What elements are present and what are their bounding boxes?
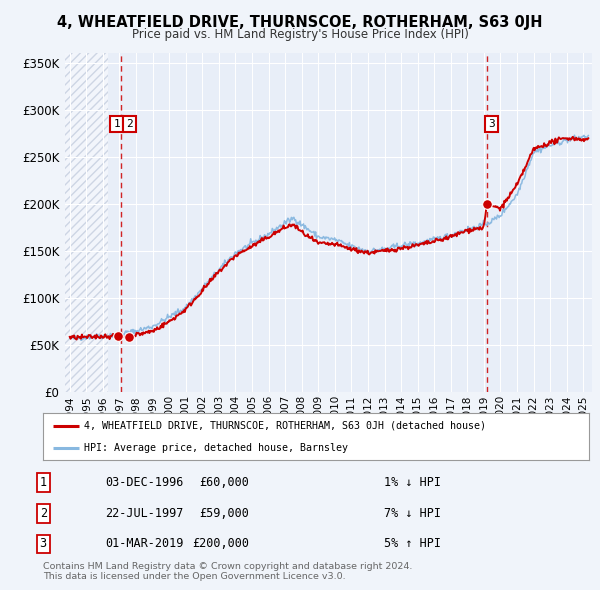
Text: 1: 1 <box>113 119 121 129</box>
Text: 4, WHEATFIELD DRIVE, THURNSCOE, ROTHERHAM, S63 0JH (detached house): 4, WHEATFIELD DRIVE, THURNSCOE, ROTHERHA… <box>84 421 486 431</box>
Text: 03-DEC-1996: 03-DEC-1996 <box>105 476 184 489</box>
Text: 3: 3 <box>488 119 495 129</box>
Text: 4, WHEATFIELD DRIVE, THURNSCOE, ROTHERHAM, S63 0JH: 4, WHEATFIELD DRIVE, THURNSCOE, ROTHERHA… <box>57 15 543 30</box>
Text: 3: 3 <box>40 537 47 550</box>
Text: 2: 2 <box>40 507 47 520</box>
Text: £60,000: £60,000 <box>199 476 249 489</box>
Text: Price paid vs. HM Land Registry's House Price Index (HPI): Price paid vs. HM Land Registry's House … <box>131 28 469 41</box>
Text: £59,000: £59,000 <box>199 507 249 520</box>
Text: Contains HM Land Registry data © Crown copyright and database right 2024.: Contains HM Land Registry data © Crown c… <box>43 562 413 571</box>
Text: HPI: Average price, detached house, Barnsley: HPI: Average price, detached house, Barn… <box>84 444 348 453</box>
Text: 1% ↓ HPI: 1% ↓ HPI <box>384 476 441 489</box>
Text: 01-MAR-2019: 01-MAR-2019 <box>105 537 184 550</box>
Bar <box>65 53 108 392</box>
Text: 1: 1 <box>40 476 47 489</box>
Text: 7% ↓ HPI: 7% ↓ HPI <box>384 507 441 520</box>
Text: 2: 2 <box>126 119 133 129</box>
Text: 22-JUL-1997: 22-JUL-1997 <box>105 507 184 520</box>
Text: This data is licensed under the Open Government Licence v3.0.: This data is licensed under the Open Gov… <box>43 572 346 581</box>
Text: 5% ↑ HPI: 5% ↑ HPI <box>384 537 441 550</box>
Text: £200,000: £200,000 <box>192 537 249 550</box>
